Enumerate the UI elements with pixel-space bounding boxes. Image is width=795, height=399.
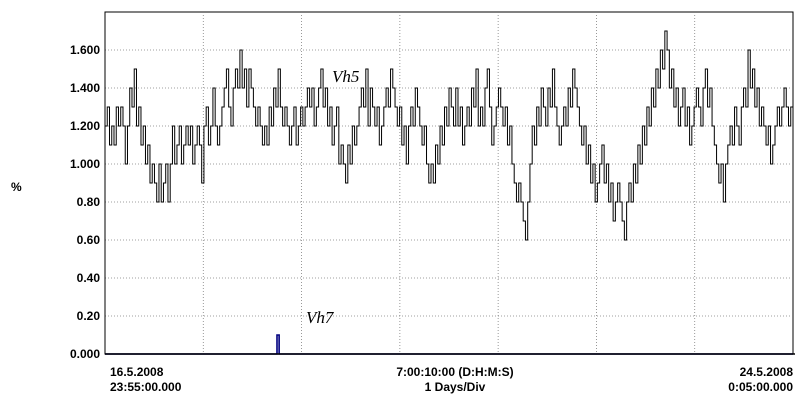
x-axis-start-time: 23:55:00.000: [110, 380, 182, 394]
series-labels: Vh5 Vh7: [306, 67, 359, 327]
series-line-vh5: [105, 30, 793, 241]
x-axis-end-date: 24.5.2008: [740, 365, 794, 379]
grid: [105, 12, 793, 354]
y-tick-label: 1.600: [70, 43, 100, 57]
x-axis-division: 1 Days/Div: [425, 380, 486, 394]
x-axis-span: 7:00:10:00 (D:H:M:S): [396, 365, 513, 379]
y-tick-label: 0.000: [70, 347, 100, 361]
x-axis-end-time: 0:05:00.000: [728, 380, 793, 394]
plot-area: [104, 11, 794, 355]
y-tick-label: 1.000: [70, 157, 100, 171]
y-tick-label: 0.60: [77, 233, 101, 247]
y-tick-label: 0.80: [77, 195, 101, 209]
y-axis-label: %: [11, 180, 22, 194]
y-axis-ticks: 0.000 0.20 0.40 0.60 0.80 1.000 1.200 1.400 1.60…: [70, 43, 100, 361]
x-axis-start-date: 16.5.2008: [110, 365, 164, 379]
y-tick-label: 1.200: [70, 119, 100, 133]
series-label-vh7: Vh7: [306, 308, 335, 327]
y-tick-label: 1.400: [70, 81, 100, 95]
series-label-vh5: Vh5: [332, 67, 359, 86]
y-tick-label: 0.40: [77, 271, 101, 285]
y-tick-label: 0.20: [77, 309, 101, 323]
